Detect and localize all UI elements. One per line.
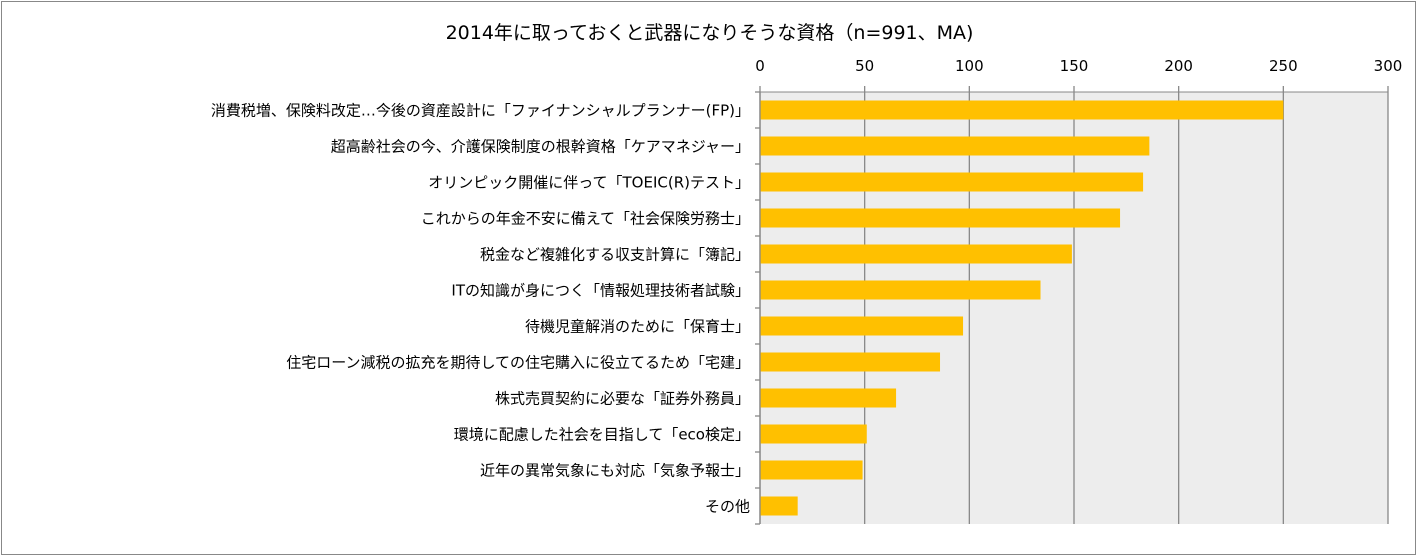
x-tick-label: 250 xyxy=(1269,57,1298,75)
bar xyxy=(760,388,897,408)
category-label: その他 xyxy=(705,498,750,516)
bar xyxy=(760,424,867,444)
category-label: 株式売買契約に必要な「証券外務員」 xyxy=(495,390,750,408)
x-tick-label: 0 xyxy=(755,57,765,75)
category-label: 税金など複雑化する収支計算に「簿記」 xyxy=(480,246,750,264)
bar xyxy=(760,136,1150,156)
bar xyxy=(760,352,941,372)
category-label: ITの知識が身につく「情報処理技術者試験」 xyxy=(451,282,750,300)
x-tick-label: 300 xyxy=(1374,57,1403,75)
x-tick-label: 50 xyxy=(855,57,874,75)
bar xyxy=(760,460,863,480)
category-label: オリンピック開催に伴って「TOEIC(R)テスト」 xyxy=(428,174,750,192)
bar xyxy=(760,172,1144,192)
category-label: 住宅ローン減税の拡充を期待しての住宅購入に役立てるため「宅建」 xyxy=(286,354,750,372)
category-label: 消費税増、保険料改定…今後の資産設計に「ファイナンシャルプランナー(FP)」 xyxy=(211,102,750,120)
chart-title: 2014年に取っておくと武器になりそうな資格（n=991、MA) xyxy=(445,22,974,44)
bar xyxy=(760,496,798,516)
category-label: 待機児童解消のために「保育士」 xyxy=(525,318,750,336)
bar xyxy=(760,100,1284,120)
bar xyxy=(760,208,1121,228)
bar xyxy=(760,316,964,336)
bar xyxy=(760,244,1072,264)
category-label: 近年の異常気象にも対応「気象予報士」 xyxy=(480,462,750,480)
category-label: 超高齢社会の今、介護保険制度の根幹資格「ケアマネジャー」 xyxy=(331,138,750,156)
category-label: 環境に配慮した社会を目指して「eco検定」 xyxy=(454,426,750,444)
x-tick-label: 150 xyxy=(1060,57,1089,75)
x-tick-label: 200 xyxy=(1164,57,1193,75)
category-label: これからの年金不安に備えて「社会保険労務士」 xyxy=(421,210,750,228)
x-tick-label: 100 xyxy=(955,57,984,75)
bar xyxy=(760,280,1041,300)
